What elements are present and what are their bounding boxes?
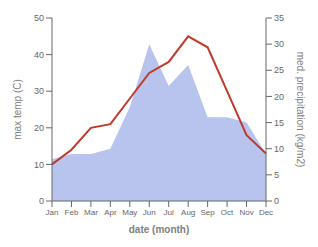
svg-text:30: 30	[34, 86, 44, 96]
svg-text:30: 30	[274, 39, 284, 49]
svg-text:50: 50	[34, 13, 44, 23]
svg-text:0: 0	[274, 196, 279, 206]
svg-text:May: May	[122, 208, 137, 217]
svg-text:Mar: Mar	[84, 208, 98, 217]
svg-text:10: 10	[34, 160, 44, 170]
svg-text:25: 25	[274, 65, 284, 75]
svg-text:max temp (C): max temp (C)	[12, 79, 23, 140]
svg-text:15: 15	[274, 118, 284, 128]
svg-text:Apr: Apr	[104, 208, 117, 217]
svg-text:20: 20	[34, 123, 44, 133]
svg-text:20: 20	[274, 92, 284, 102]
svg-text:date (month): date (month)	[129, 224, 190, 235]
svg-text:35: 35	[274, 13, 284, 23]
svg-text:Feb: Feb	[65, 208, 79, 217]
svg-text:Nov: Nov	[239, 208, 253, 217]
svg-text:5: 5	[274, 170, 279, 180]
svg-text:Jul: Jul	[164, 208, 174, 217]
svg-text:Aug: Aug	[181, 208, 195, 217]
svg-text:Jun: Jun	[143, 208, 156, 217]
svg-text:Oct: Oct	[221, 208, 234, 217]
svg-text:10: 10	[274, 144, 284, 154]
svg-text:med. precipitation (kg/m2): med. precipitation (kg/m2)	[295, 52, 306, 168]
svg-text:Jan: Jan	[46, 208, 59, 217]
svg-text:0: 0	[39, 196, 44, 206]
svg-text:Dec: Dec	[259, 208, 273, 217]
svg-text:Sep: Sep	[201, 208, 216, 217]
svg-text:40: 40	[34, 50, 44, 60]
